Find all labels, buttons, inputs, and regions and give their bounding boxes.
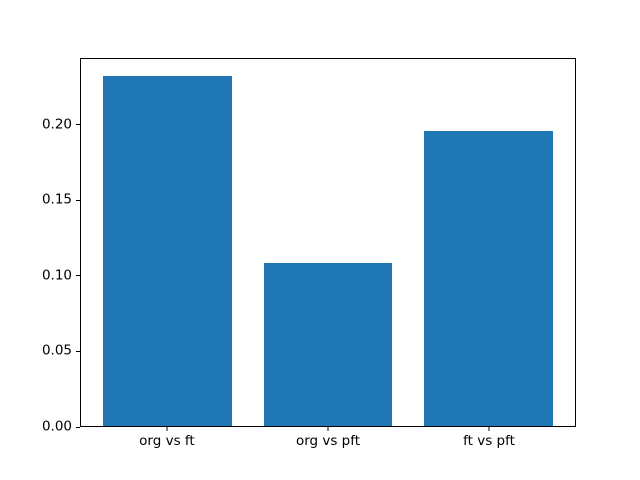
x-tick-label: org vs pft (295, 433, 361, 449)
x-tick-label: org vs ft (139, 433, 195, 449)
y-tick-label: 0.10 (41, 267, 72, 284)
bar-org-vs-ft (103, 76, 232, 426)
x-tick-mark (327, 427, 329, 431)
y-tick-mark (76, 350, 80, 352)
plot-area (80, 58, 576, 427)
y-axis: 0.00 0.05 0.10 0.15 0.20 (0, 58, 80, 433)
y-tick-label: 0.20 (41, 115, 72, 132)
x-tick-mark (488, 427, 490, 431)
x-axis: org vs ft org vs pft ft vs pft (80, 427, 576, 467)
bar-ft-vs-pft (424, 130, 553, 426)
x-tick-label: ft vs pft (463, 433, 515, 449)
bar-org-vs-pft (263, 262, 393, 426)
y-tick-mark (76, 275, 80, 277)
x-tick-mark (166, 427, 168, 431)
y-tick-mark (76, 124, 80, 126)
y-tick-label: 0.00 (41, 418, 72, 435)
y-tick-mark (76, 199, 80, 201)
y-tick-mark (76, 426, 80, 428)
y-tick-label: 0.15 (41, 191, 72, 208)
y-tick-label: 0.05 (41, 342, 72, 359)
